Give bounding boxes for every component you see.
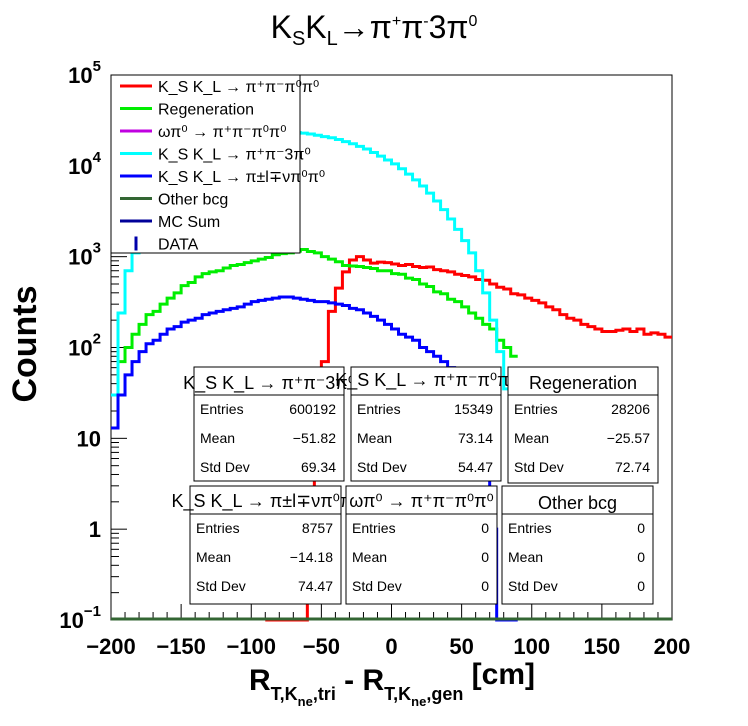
stat-row-label: Entries — [508, 520, 552, 536]
stat-row-value: 72.74 — [615, 459, 650, 475]
stat-row-value: 0 — [637, 549, 645, 565]
stat-box-frame — [189, 485, 342, 605]
legend-label: ωπ⁰ → π⁺π⁻π⁰π⁰ — [158, 124, 286, 141]
stat-row-label: Entries — [514, 401, 558, 417]
stat-row-value: 73.14 — [458, 430, 493, 446]
legend-items: K_S K_L → π⁺π⁻π⁰π⁰ Regeneration ωπ⁰ → π⁺π⁻… — [120, 79, 325, 254]
y-tick-label: 10 — [77, 426, 101, 451]
legend-label: Regeneration — [158, 102, 254, 119]
y-axis-label: Counts — [6, 285, 44, 402]
stat-row-value: 600192 — [289, 401, 336, 417]
stat-row-label: Std Dev — [200, 459, 250, 475]
stat-box: K_S K_L → π⁺π⁻3π⁰ Entries 600192 Mean −51.82… — [183, 366, 355, 482]
series-0-histogram — [265, 255, 672, 622]
stat-row-value: 69.34 — [301, 459, 336, 475]
stat-row-value: 74.47 — [298, 578, 333, 594]
stat-row-value: 0 — [637, 520, 645, 536]
stat-row-value: −51.82 — [293, 430, 336, 446]
stat-box-title: K_S K_L → π±l∓νπ⁰π⁰ — [171, 491, 359, 512]
stat-row-value: 8757 — [302, 520, 333, 536]
stat-box: Regeneration Entries 28206 Mean −25.57 Std De… — [507, 366, 659, 484]
legend-label: K_S K_L → π⁺π⁻π⁰π⁰ — [158, 79, 319, 96]
stat-row-label: Mean — [196, 549, 231, 565]
stat-row-label: Std Dev — [352, 578, 402, 594]
stat-box-title: Other bcg — [538, 493, 617, 513]
y-tick-label: 105 — [68, 58, 101, 88]
y-tick-label: 102 — [68, 331, 101, 361]
x-tick-label: −100 — [226, 634, 276, 659]
x-tick-label: 100 — [513, 634, 550, 659]
stat-box-title: ωπ⁰ → π⁺π⁻π⁰π⁰ — [349, 491, 494, 511]
y-tick-label: 104 — [68, 149, 101, 179]
stat-row-label: Std Dev — [196, 578, 246, 594]
stat-row-label: Std Dev — [514, 459, 564, 475]
chart-title: KSKL→π+π-3π0 — [271, 9, 478, 50]
series-layer — [111, 130, 672, 622]
stat-box-frame — [193, 366, 345, 482]
stat-box: K_S K_L → π⁺π⁻π⁰π⁰ Entries 15349 Mean 73.14 S… — [335, 366, 517, 482]
x-tick-labels: −200 −150 −100 −50 0 50 100 150 200 — [86, 634, 690, 659]
stat-box-frame — [350, 366, 502, 482]
stat-row-value: 0 — [481, 578, 489, 594]
legend-box — [110, 74, 301, 254]
stat-row-label: Entries — [352, 520, 396, 536]
stat-row-label: Mean — [352, 549, 387, 565]
series-4-histogram — [111, 295, 518, 622]
stat-row-value: 54.47 — [458, 459, 493, 475]
legend: K_S K_L → π⁺π⁻π⁰π⁰ Regeneration ωπ⁰ → π⁺π⁻… — [110, 74, 325, 254]
stat-row-label: Entries — [357, 401, 401, 417]
stat-row-value: −14.18 — [290, 549, 333, 565]
stat-row-label: Mean — [514, 430, 549, 446]
stat-row-value: 28206 — [611, 401, 650, 417]
y-tick-label: 10−1 — [59, 603, 101, 633]
x-tick-label: −50 — [303, 634, 340, 659]
legend-label: DATA — [158, 237, 199, 254]
x-tick-label: 200 — [654, 634, 691, 659]
x-tick-label: 50 — [449, 634, 473, 659]
series-1-histogram — [111, 247, 518, 397]
stat-row-value: 0 — [637, 578, 645, 594]
stat-row-value: 0 — [481, 549, 489, 565]
stat-row-value: 15349 — [454, 401, 493, 417]
x-tick-label: −150 — [156, 634, 206, 659]
legend-label: K_S K_L → π±l∓νπ⁰π⁰ — [158, 169, 325, 186]
stat-box-title: K_S K_L → π⁺π⁻3π⁰ — [183, 373, 355, 394]
stat-row-label: Mean — [508, 549, 543, 565]
stat-box: K_S K_L → π±l∓νπ⁰π⁰ Entries 8757 Mean −14.18… — [171, 485, 360, 605]
legend-label: MC Sum — [158, 214, 220, 231]
legend-label: K_S K_L → π⁺π⁻3π⁰ — [158, 147, 311, 164]
stat-row-label: Std Dev — [357, 459, 407, 475]
y-tick-labels: 10−1 1 10 102 103 104 105 — [59, 58, 101, 633]
stat-box-frame — [345, 485, 498, 605]
stat-row-label: Mean — [200, 430, 235, 446]
stat-box: ωπ⁰ → π⁺π⁻π⁰π⁰ Entries 0 Mean 0 Std Dev 0 — [345, 485, 498, 605]
x-tick-label: 150 — [584, 634, 621, 659]
x-tick-label: 0 — [385, 634, 397, 659]
stat-row-label: Entries — [200, 401, 244, 417]
x-axis-label: RT,Kne,tri - RT,Kne,gen [cm] — [249, 658, 535, 709]
stat-row-label: Mean — [357, 430, 392, 446]
legend-label: Other bcg — [158, 192, 228, 209]
stat-row-value: 0 — [481, 520, 489, 536]
stat-box-frame — [501, 485, 654, 605]
x-tick-label: −200 — [86, 634, 136, 659]
stat-box-title: Regeneration — [529, 373, 637, 393]
stat-row-label: Entries — [196, 520, 240, 536]
stat-box-frame — [507, 366, 659, 484]
y-tick-label: 1 — [89, 517, 101, 542]
stat-row-value: −25.57 — [607, 430, 650, 446]
stat-box: Other bcg Entries 0 Mean 0 Std Dev 0 — [501, 485, 654, 605]
stat-box-title: K_S K_L → π⁺π⁻π⁰π⁰ — [335, 370, 517, 391]
stat-row-label: Std Dev — [508, 578, 558, 594]
y-tick-label: 103 — [68, 240, 101, 270]
